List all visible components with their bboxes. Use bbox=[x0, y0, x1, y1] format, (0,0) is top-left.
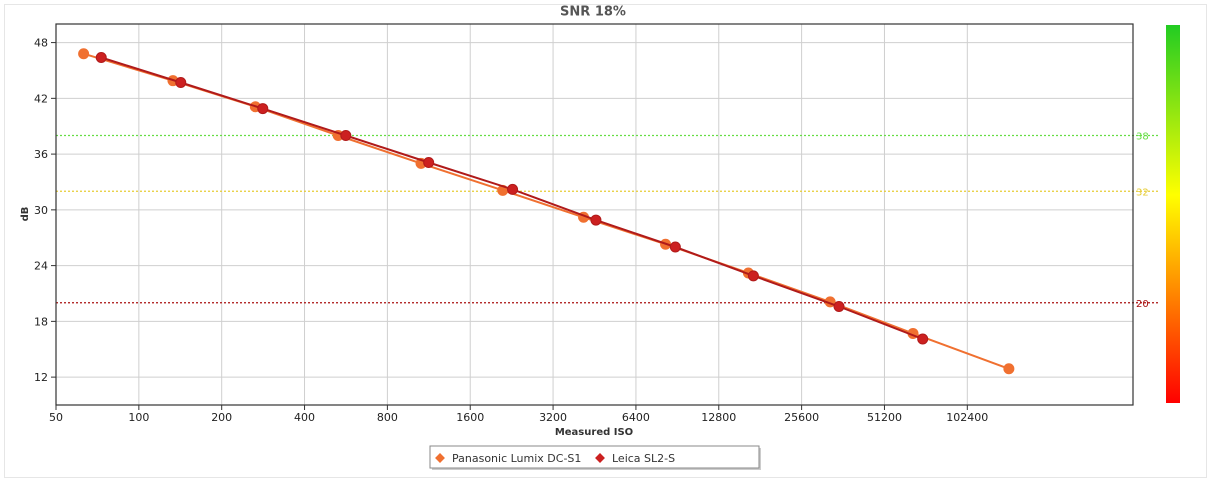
y-tick-label: 12 bbox=[34, 371, 48, 384]
x-tick-label: 3200 bbox=[539, 411, 567, 424]
legend-item-label[interactable]: Leica SL2-S bbox=[612, 452, 675, 465]
y-tick-label: 24 bbox=[34, 260, 48, 273]
x-tick-label: 400 bbox=[294, 411, 315, 424]
data-point[interactable] bbox=[175, 77, 187, 89]
x-tick-label: 102400 bbox=[946, 411, 988, 424]
series-layer bbox=[78, 48, 1015, 375]
data-point[interactable] bbox=[507, 183, 519, 195]
y-axis-label: dB bbox=[20, 207, 31, 222]
chart-title: SNR 18% bbox=[560, 5, 626, 20]
x-tick-label: 12800 bbox=[701, 411, 736, 424]
grid bbox=[56, 24, 1133, 405]
y-tick-label: 36 bbox=[34, 148, 48, 161]
reference-lines: 38 32 20 bbox=[56, 132, 1160, 310]
data-point[interactable] bbox=[590, 214, 602, 226]
x-tick-label: 50 bbox=[49, 411, 63, 424]
legend-marker bbox=[435, 453, 445, 463]
data-point[interactable] bbox=[257, 103, 269, 115]
x-axis-label: Measured ISO bbox=[555, 427, 633, 438]
y-tick-label: 48 bbox=[34, 37, 48, 50]
series-0 bbox=[78, 48, 1015, 375]
data-point[interactable] bbox=[747, 270, 759, 282]
x-tick-label: 6400 bbox=[622, 411, 650, 424]
series-line bbox=[100, 56, 924, 340]
x-tick-label: 25600 bbox=[784, 411, 819, 424]
data-point[interactable] bbox=[95, 51, 107, 63]
y-axis-ticks: 12 18 24 30 36 42 48 bbox=[34, 37, 56, 384]
data-point[interactable] bbox=[833, 300, 845, 312]
data-point[interactable] bbox=[423, 156, 435, 168]
y-tick-label: 42 bbox=[34, 92, 48, 105]
reference-line-label: 32 bbox=[1136, 187, 1149, 198]
reference-line-label: 38 bbox=[1136, 132, 1149, 143]
x-axis-ticks: 50 100 200 400 800 1600 3200 6400 12800 25600 5120… bbox=[49, 405, 988, 424]
legend-marker bbox=[595, 453, 605, 463]
plot-area bbox=[55, 23, 1134, 406]
chart-frame bbox=[4, 4, 1207, 478]
legend-item-label[interactable]: Panasonic Lumix DC-S1 bbox=[452, 452, 581, 465]
data-point[interactable] bbox=[669, 241, 681, 253]
y-tick-label: 18 bbox=[34, 315, 48, 328]
x-tick-label: 100 bbox=[128, 411, 149, 424]
x-tick-label: 51200 bbox=[867, 411, 902, 424]
reference-line-label: 20 bbox=[1136, 299, 1149, 310]
series-1 bbox=[95, 51, 929, 345]
y-tick-label: 30 bbox=[34, 204, 48, 217]
x-tick-label: 1600 bbox=[456, 411, 484, 424]
legend-box bbox=[429, 445, 760, 469]
color-scale-bar bbox=[1166, 25, 1180, 403]
data-point[interactable] bbox=[78, 48, 90, 60]
data-point[interactable] bbox=[917, 333, 929, 345]
x-tick-label: 200 bbox=[211, 411, 232, 424]
data-point[interactable] bbox=[340, 130, 352, 142]
legend[interactable]: Panasonic Lumix DC-S1 Leica SL2-S bbox=[429, 445, 761, 470]
data-point[interactable] bbox=[1003, 363, 1015, 375]
x-tick-label: 800 bbox=[377, 411, 398, 424]
